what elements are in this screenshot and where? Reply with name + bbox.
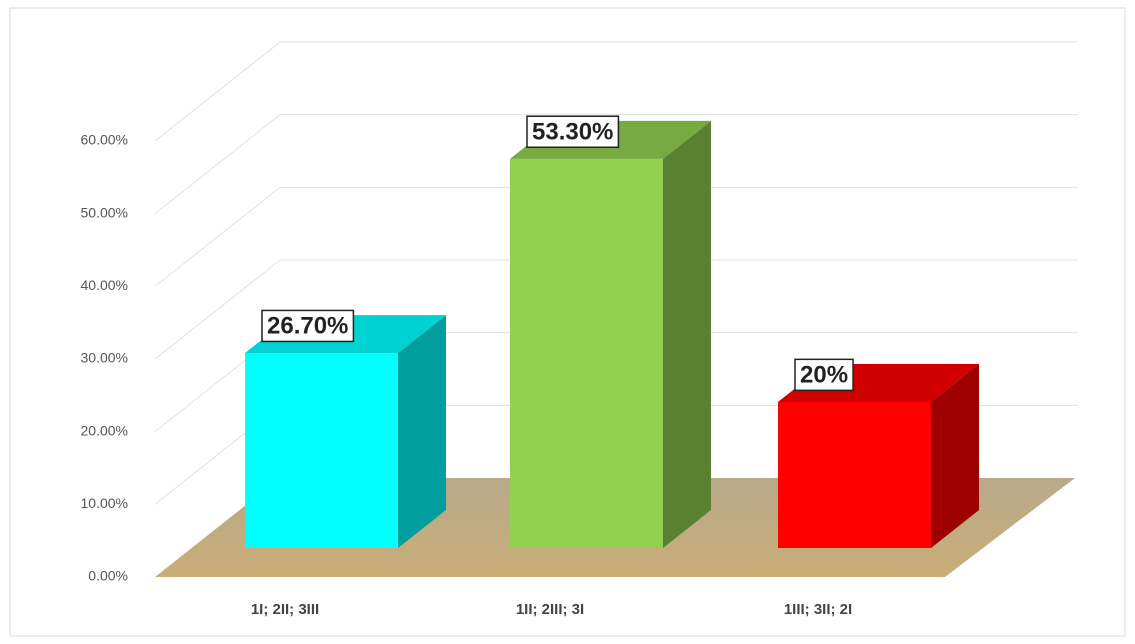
value-label-box [526, 115, 620, 149]
value-label: 20% [800, 361, 848, 388]
grid-line [154, 186, 281, 287]
value-label: 26.70% [267, 312, 348, 339]
bar [778, 402, 931, 548]
y-tick-label: 30.00% [81, 350, 128, 366]
bar-side-shade [398, 315, 446, 548]
y-tick-label: 40.00% [81, 277, 128, 293]
grid-line [154, 259, 281, 360]
bar-side-shade [931, 364, 979, 548]
y-tick-label: 0.00% [88, 568, 128, 584]
bar [510, 158, 663, 548]
grid-line [154, 114, 281, 215]
y-tick-label: 10.00% [81, 495, 128, 511]
bar-side-shade [663, 120, 711, 548]
grid-line [154, 41, 281, 142]
value-label-box [261, 309, 355, 343]
x-tick-label: 1I; 2II; 3III [251, 601, 319, 618]
y-tick-label: 50.00% [81, 204, 128, 220]
value-label-box [794, 358, 854, 392]
x-tick-label: 1II; 2III; 3I [516, 601, 584, 618]
y-tick-label: 60.00% [81, 132, 128, 148]
bar [245, 353, 398, 548]
x-tick-label: 1III; 3II; 2I [784, 601, 852, 618]
bar-side [398, 315, 446, 548]
y-tick-label: 20.00% [81, 422, 128, 438]
bar-side [931, 364, 979, 548]
value-label: 53.30% [532, 118, 613, 145]
bar-side [663, 120, 711, 548]
